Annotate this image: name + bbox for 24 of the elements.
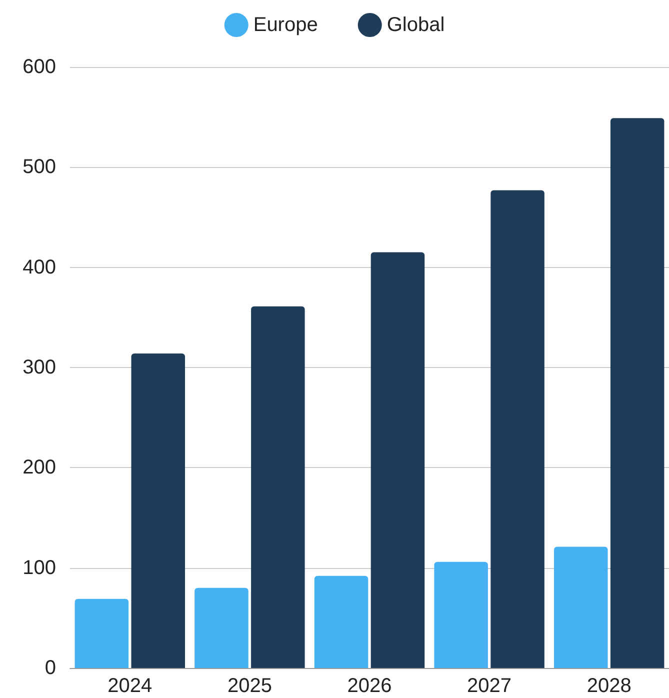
legend-label: Europe (253, 14, 318, 36)
y-tick-label: 100 (22, 556, 56, 579)
y-tick-label: 500 (22, 156, 56, 178)
x-tick-label: 2024 (108, 675, 152, 697)
x-tick-label: 2028 (586, 675, 632, 697)
bar (554, 546, 608, 668)
y-tick-label: 300 (22, 356, 56, 378)
x-tick-label: 2027 (467, 675, 512, 697)
x-tick-label: 2026 (347, 675, 392, 697)
legend-label: Global (386, 14, 445, 36)
y-tick-label: 400 (22, 256, 56, 278)
y-tick-label: 600 (22, 56, 56, 78)
bar (490, 190, 544, 668)
bar (194, 588, 248, 668)
bar (74, 598, 129, 668)
y-tick-label: 200 (22, 456, 56, 479)
bar (434, 562, 488, 668)
y-tick-label: 0 (44, 657, 56, 679)
bar (131, 353, 186, 668)
bar (314, 576, 368, 668)
bar (610, 118, 664, 668)
x-tick-label: 2025 (227, 675, 272, 697)
bar (370, 252, 425, 668)
bar (251, 306, 305, 668)
